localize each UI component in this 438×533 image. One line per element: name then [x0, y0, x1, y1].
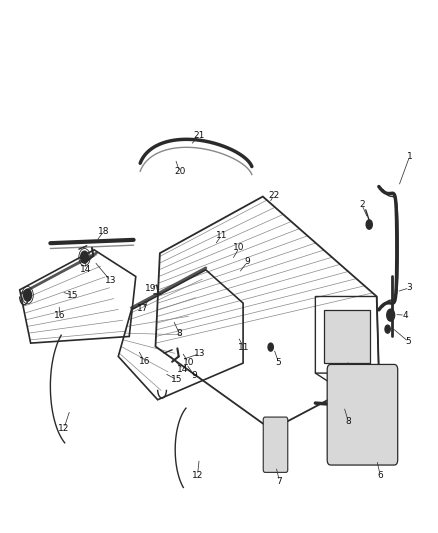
Text: 5: 5 [406, 337, 412, 346]
Polygon shape [324, 310, 370, 363]
Text: 20: 20 [174, 167, 185, 176]
FancyBboxPatch shape [263, 417, 288, 472]
Circle shape [387, 309, 395, 321]
Text: 14: 14 [80, 265, 92, 273]
Text: 8: 8 [345, 417, 351, 425]
Circle shape [24, 289, 32, 301]
Text: 15: 15 [67, 290, 78, 300]
Text: 14: 14 [177, 365, 189, 374]
Text: 17: 17 [137, 304, 148, 313]
Text: 22: 22 [268, 191, 279, 200]
Circle shape [366, 220, 372, 229]
Text: 3: 3 [406, 284, 413, 292]
Text: 13: 13 [105, 276, 116, 285]
Text: 12: 12 [58, 424, 70, 433]
Text: 18: 18 [98, 228, 109, 236]
Text: 10: 10 [233, 244, 245, 252]
Text: 12: 12 [192, 471, 203, 480]
Text: 16: 16 [139, 357, 150, 366]
Text: 6: 6 [377, 471, 383, 480]
Circle shape [385, 325, 390, 333]
Text: 15: 15 [171, 375, 183, 384]
Text: 4: 4 [403, 311, 408, 320]
Text: 13: 13 [194, 349, 205, 358]
Text: 11: 11 [216, 231, 227, 240]
Text: 10: 10 [183, 358, 194, 367]
Text: 9: 9 [244, 257, 251, 266]
Circle shape [81, 251, 88, 263]
Text: 19: 19 [145, 284, 157, 293]
Circle shape [268, 343, 273, 351]
Text: 5: 5 [276, 358, 282, 367]
Text: 8: 8 [177, 329, 183, 338]
Text: 16: 16 [54, 311, 65, 320]
Text: 1: 1 [406, 152, 413, 161]
Text: 9: 9 [191, 370, 197, 379]
Text: 11: 11 [238, 343, 249, 352]
Text: 7: 7 [276, 477, 283, 486]
Text: 2: 2 [359, 200, 364, 209]
FancyBboxPatch shape [327, 365, 398, 465]
Text: 21: 21 [194, 131, 205, 140]
